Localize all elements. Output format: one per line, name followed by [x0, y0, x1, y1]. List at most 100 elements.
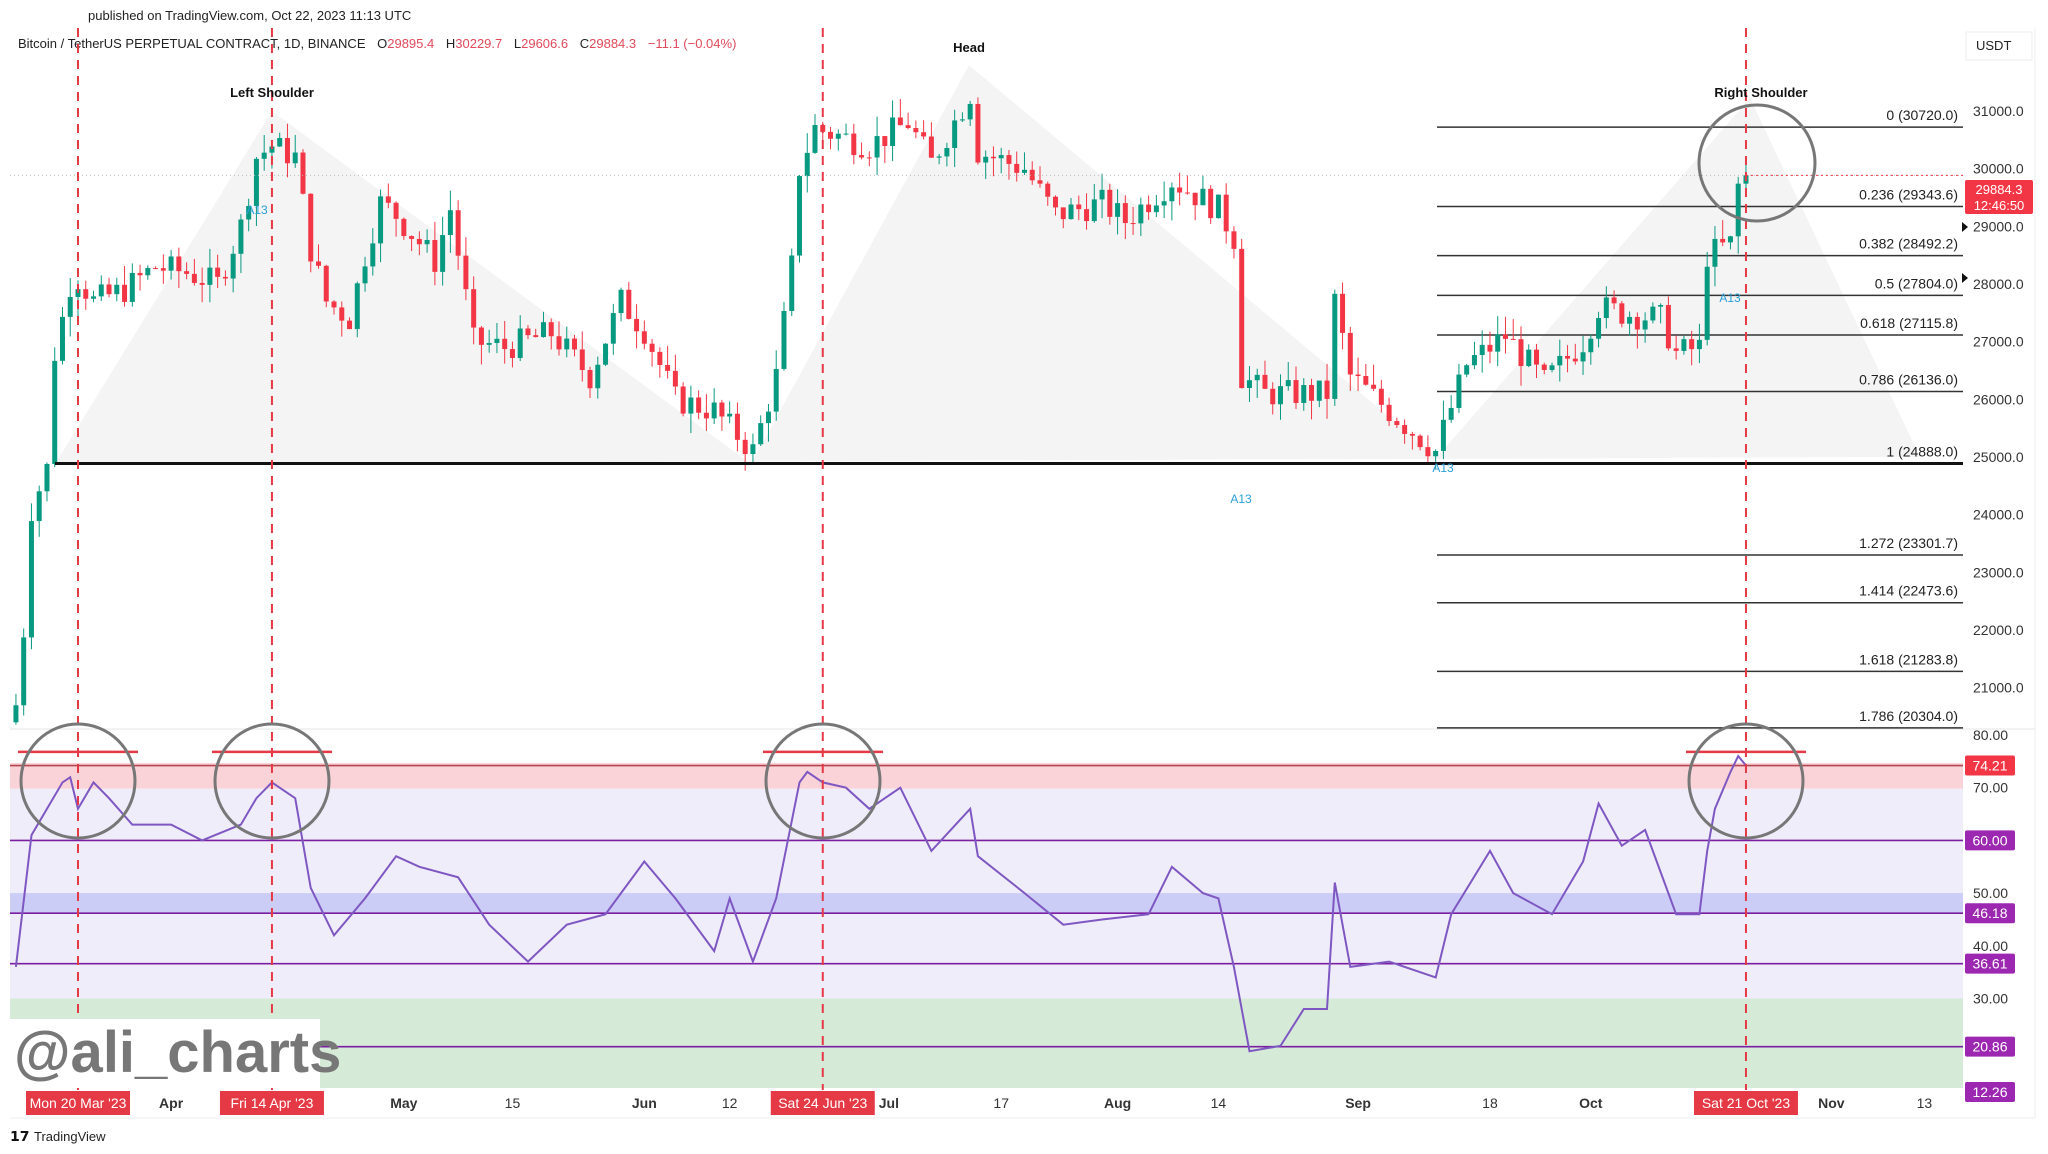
candle-body — [1122, 203, 1128, 224]
a13-marker: A13 — [1719, 291, 1741, 305]
candle-body — [1347, 332, 1353, 375]
candle-body — [1324, 380, 1330, 399]
candle-body — [579, 349, 585, 371]
axis-arrow-icon — [1962, 273, 1968, 283]
candle-body — [308, 193, 314, 262]
candle-body — [1402, 425, 1408, 434]
candle-body — [572, 338, 578, 350]
date-marker-badge — [26, 1091, 130, 1115]
candle-body — [890, 117, 896, 146]
candle-body — [230, 253, 236, 279]
candle-body — [1177, 187, 1183, 193]
fib-level-label: 1.618 (21283.8) — [1859, 651, 1958, 667]
candle-body — [370, 243, 376, 267]
candle-body — [1565, 355, 1571, 359]
candle-body — [874, 136, 880, 158]
candle-body — [1417, 435, 1423, 448]
watermark-box — [10, 1019, 320, 1088]
price-axis[interactable]: 31000.0 30000.0 29000.0 28000.0 27000.0 26000… — [1973, 103, 2024, 696]
candle-body — [52, 360, 58, 465]
candle-body — [1169, 187, 1175, 202]
time-axis-label: 13 — [1917, 1095, 1933, 1111]
candle-body — [1471, 355, 1477, 366]
candle-body — [1611, 297, 1617, 304]
rsi-axis-label: 30.00 — [1973, 991, 2008, 1007]
candle-body — [688, 397, 694, 414]
candle-body — [1014, 163, 1020, 173]
candle-body — [1215, 194, 1221, 219]
date-marker-badge — [1693, 1091, 1798, 1115]
candle-body — [983, 156, 989, 163]
candle-body — [1433, 450, 1439, 457]
candle-body — [1068, 204, 1074, 220]
currency-label: USDT — [1976, 38, 2011, 53]
candle-body — [703, 412, 709, 419]
candle-body — [1735, 183, 1741, 237]
candle-body — [1293, 380, 1299, 403]
symbol-title: Bitcoin / TetherUS PERPETUAL CONTRACT, 1… — [18, 36, 366, 51]
candle-body — [323, 265, 329, 302]
candle-body — [1021, 169, 1027, 173]
candle-body — [564, 338, 570, 350]
candle-body — [773, 368, 779, 412]
price-axis-label: 24000.0 — [1973, 507, 2024, 523]
candle-body — [114, 284, 120, 295]
footer-brand[interactable]: TradingView — [34, 1129, 106, 1144]
candle-body — [1572, 358, 1578, 362]
rsi-mid-band — [10, 893, 1963, 914]
rsi-axis-label: 40.00 — [1973, 938, 2008, 954]
candle-body — [1045, 183, 1051, 197]
candle-body — [1091, 199, 1097, 222]
date-marker-label: Sat 24 Jun '23 — [778, 1095, 867, 1111]
candle-body — [1254, 374, 1260, 381]
fib-level-label: 0.786 (26136.0) — [1859, 372, 1958, 388]
rsi-level-badge — [1965, 755, 2015, 776]
candle-body — [1557, 355, 1563, 366]
price-axis-label: 30000.0 — [1973, 161, 2024, 177]
candle-body — [1285, 380, 1291, 387]
fib-level-label: 1.272 (23301.7) — [1859, 535, 1958, 551]
candle-body — [1619, 303, 1625, 324]
time-axis-label: 15 — [505, 1095, 521, 1111]
currency-button[interactable] — [1965, 31, 2033, 61]
candle-body — [727, 413, 733, 417]
candle-body — [711, 402, 717, 419]
candle-body — [153, 268, 159, 270]
candle-body — [1440, 419, 1446, 451]
candle-body — [975, 103, 981, 163]
candle-body — [502, 338, 508, 350]
candle-body — [812, 125, 818, 153]
candle-body — [517, 328, 523, 358]
candle-body — [828, 131, 834, 139]
candle-body — [1037, 180, 1043, 184]
low-label: L — [514, 36, 521, 51]
candle-body — [1510, 338, 1516, 340]
rsi-level-badge — [1965, 1036, 2015, 1057]
candle-body — [1696, 339, 1702, 350]
candle-body — [1673, 348, 1679, 351]
price-axis-label: 23000.0 — [1973, 564, 2024, 580]
rsi-axis[interactable]: 80.00 70.00 50.00 40.00 30.00 74.21 60.00 46.18… — [1965, 727, 2015, 1102]
candle-body — [1603, 297, 1609, 319]
time-axis-label: 17 — [993, 1095, 1009, 1111]
head-label: Head — [953, 40, 985, 55]
candle-body — [540, 322, 546, 338]
candle-body — [1665, 304, 1671, 349]
rsi-level-badge-label: 74.21 — [1972, 758, 2007, 774]
last-price-value: 29884.3 — [1976, 182, 2023, 197]
candle-body — [1727, 236, 1733, 243]
candle-body — [781, 311, 787, 369]
a13-marker: A13 — [1230, 492, 1252, 506]
price-axis-label: 29000.0 — [1973, 218, 2024, 234]
candle-body — [106, 284, 112, 295]
candle-body — [1634, 316, 1640, 330]
candle-body — [998, 155, 1004, 159]
candle-body — [300, 152, 306, 194]
candle-body — [835, 133, 841, 139]
time-axis[interactable]: Apr May 15 Jun 12 Jul 17 Aug 14 Sep 18 Oct Nov 13 Mon … — [26, 1091, 1932, 1115]
close-value: 29884.3 — [589, 36, 636, 51]
candle-body — [21, 637, 27, 706]
candle-body — [1146, 204, 1152, 213]
candle-body — [1084, 209, 1090, 222]
